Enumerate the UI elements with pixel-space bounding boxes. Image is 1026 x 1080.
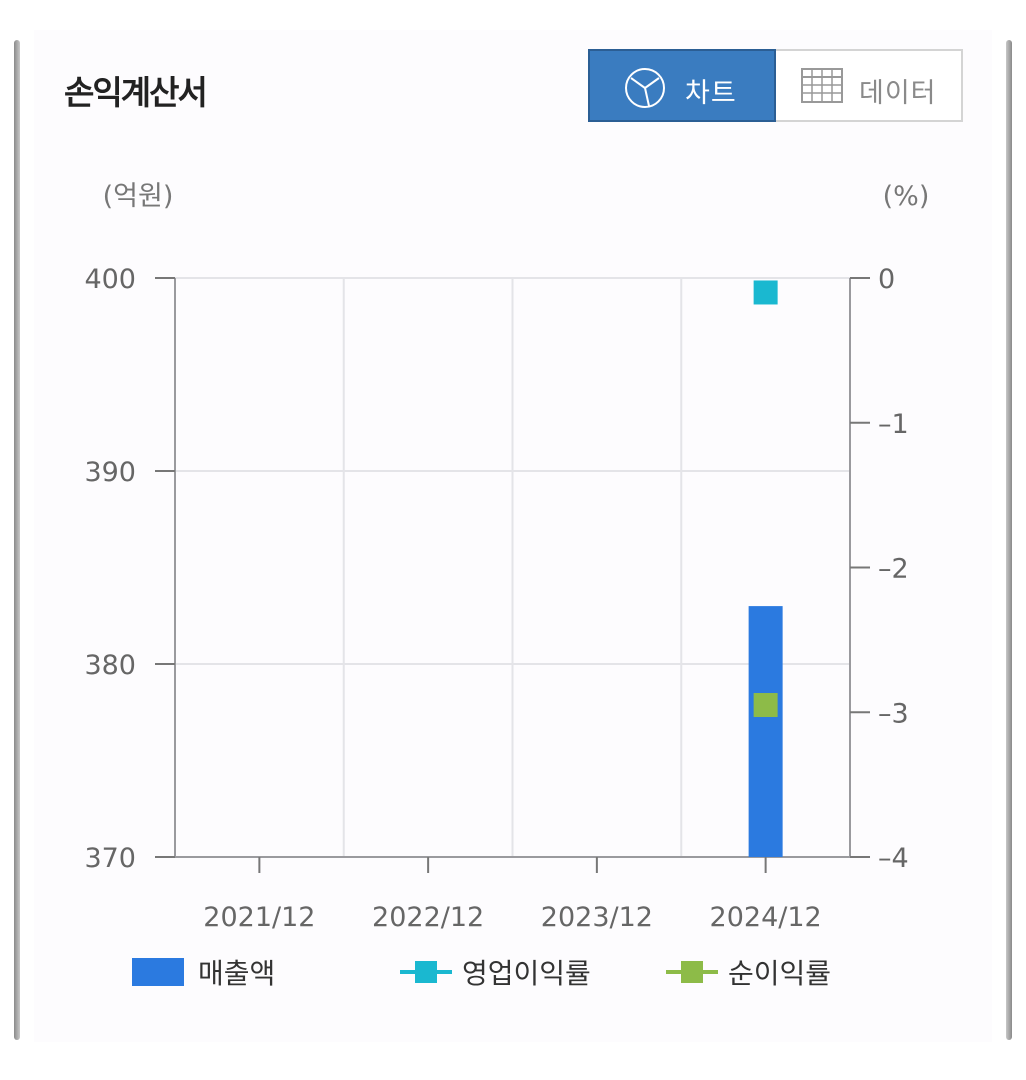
- x-tick-label: 2021/12: [203, 902, 315, 933]
- left-tick-label: 390: [84, 457, 136, 488]
- chart-view-button[interactable]: 차트: [588, 49, 776, 122]
- right-axis-unit: (%): [883, 181, 930, 212]
- legend-item-revenue: 매출액: [132, 952, 275, 992]
- legend-swatch-net-margin: [666, 961, 718, 983]
- legend-item-operating-margin: 영업이익률: [400, 952, 591, 992]
- left-tick-label: 380: [84, 650, 136, 681]
- x-tick-label: 2024/12: [710, 902, 822, 933]
- x-tick-label: 2023/12: [541, 902, 653, 933]
- chart-view-label: 차트: [685, 78, 737, 109]
- right-tick-label: –1: [878, 409, 909, 440]
- net-margin-marker: [753, 693, 778, 718]
- right-tick-label: 0: [878, 264, 895, 295]
- legend-item-net-margin: 순이익률: [666, 952, 831, 992]
- legend-swatch-operating-margin: [400, 961, 452, 983]
- right-edge-shadow: [1006, 40, 1012, 1040]
- page-title: 손익계산서: [64, 73, 208, 112]
- revenue-bar: [748, 606, 783, 857]
- table-grid-icon: [800, 66, 844, 110]
- legend-swatch-revenue: [132, 958, 184, 986]
- legend-label-revenue: 매출액: [198, 957, 276, 990]
- x-tick-label: 2022/12: [372, 902, 484, 933]
- left-axis-unit: (억원): [103, 181, 174, 212]
- left-tick-label: 400: [84, 264, 136, 295]
- operating-margin-marker: [753, 280, 778, 305]
- data-view-button[interactable]: 데이터: [776, 49, 963, 122]
- left-edge-shadow: [14, 40, 20, 1040]
- right-tick-label: –4: [878, 843, 909, 874]
- right-tick-label: –2: [878, 554, 909, 585]
- data-view-label: 데이터: [859, 78, 937, 109]
- left-tick-label: 370: [84, 843, 136, 874]
- right-tick-label: –3: [878, 698, 909, 729]
- pie-chart-icon: [623, 66, 667, 114]
- legend-label-net-margin: 순이익률: [728, 957, 832, 990]
- legend-label-operating-margin: 영업이익률: [462, 957, 591, 990]
